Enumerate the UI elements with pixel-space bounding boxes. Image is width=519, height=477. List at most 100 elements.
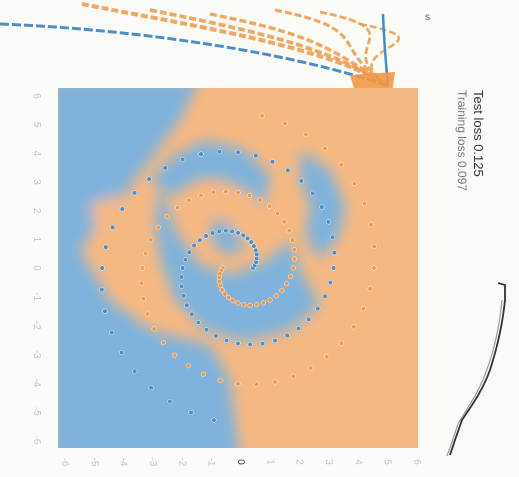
data-point-orange bbox=[172, 352, 178, 358]
data-point-blue bbox=[195, 319, 201, 326]
region-negative-4 bbox=[155, 180, 320, 342]
data-point-orange bbox=[217, 377, 223, 383]
data-point-blue bbox=[132, 368, 138, 374]
x-tick-label: -6 bbox=[59, 458, 70, 467]
network-link-positive bbox=[274, 8, 389, 88]
data-point-blue bbox=[284, 332, 290, 339]
x-tick-label: 0 bbox=[235, 459, 246, 465]
data-point-orange bbox=[284, 281, 290, 287]
data-point-orange bbox=[290, 265, 296, 271]
y-tick-label: -2 bbox=[31, 321, 42, 330]
y-tick-label: -1 bbox=[31, 292, 42, 301]
data-point-blue bbox=[203, 233, 209, 239]
data-point-blue bbox=[240, 232, 246, 238]
data-point-blue bbox=[327, 280, 333, 286]
data-point-blue bbox=[235, 230, 241, 236]
data-point-orange bbox=[148, 237, 154, 243]
data-point-orange bbox=[223, 188, 229, 195]
data-point-orange bbox=[282, 120, 288, 127]
region-negative-6 bbox=[210, 215, 245, 255]
data-point-orange bbox=[257, 197, 263, 203]
data-point-orange bbox=[338, 340, 344, 346]
data-point-blue bbox=[298, 178, 304, 184]
data-point-orange bbox=[235, 190, 241, 196]
data-point-orange bbox=[279, 287, 285, 293]
network-link-negative bbox=[0, 22, 389, 88]
data-point-blue bbox=[211, 417, 217, 423]
x-tick-label: 4 bbox=[352, 459, 363, 465]
data-point-blue bbox=[99, 265, 105, 271]
data-point-orange bbox=[253, 381, 259, 387]
data-point-orange bbox=[140, 296, 146, 302]
data-point-orange bbox=[281, 219, 287, 225]
region-positive-island-1 bbox=[205, 190, 255, 230]
data-point-blue bbox=[188, 409, 194, 416]
data-point-blue bbox=[223, 337, 230, 344]
data-point-orange bbox=[155, 224, 161, 230]
data-point-blue bbox=[319, 204, 325, 210]
network-link-positive bbox=[209, 12, 389, 88]
data-point-orange bbox=[139, 265, 145, 271]
x-tick-label: 5 bbox=[382, 459, 393, 465]
data-point-orange bbox=[216, 279, 222, 285]
region-negative-3 bbox=[150, 140, 270, 205]
data-point-orange bbox=[160, 340, 166, 346]
data-point-orange bbox=[230, 298, 236, 304]
data-point-blue bbox=[272, 338, 278, 344]
y-tick-label: 2 bbox=[31, 208, 42, 214]
data-point-blue bbox=[306, 316, 312, 322]
loss-summary: Test loss 0.125 Training loss 0.097 bbox=[454, 90, 486, 191]
data-point-blue bbox=[253, 247, 259, 253]
y-tick-label: 4 bbox=[31, 151, 42, 157]
x-tick-label: -5 bbox=[88, 458, 99, 467]
data-point-orange bbox=[322, 145, 328, 151]
data-point-blue bbox=[148, 385, 154, 391]
data-point-blue bbox=[223, 228, 229, 234]
data-point-orange bbox=[324, 354, 330, 360]
data-point-blue bbox=[180, 156, 186, 163]
data-point-blue bbox=[247, 341, 253, 348]
data-point-blue bbox=[213, 333, 219, 339]
data-point-orange bbox=[368, 222, 374, 228]
data-point-orange bbox=[303, 131, 309, 137]
data-point-blue bbox=[229, 228, 235, 234]
data-point-blue bbox=[119, 350, 125, 356]
data-point-blue bbox=[191, 243, 197, 249]
data-point-orange bbox=[371, 243, 377, 249]
data-point-orange bbox=[219, 287, 225, 293]
data-point-orange bbox=[308, 365, 314, 371]
data-point-orange bbox=[222, 291, 228, 297]
data-point-blue bbox=[203, 327, 210, 333]
data-point-blue bbox=[325, 219, 332, 225]
network-link-positive bbox=[359, 22, 400, 88]
data-point-orange bbox=[371, 265, 377, 271]
data-point-blue bbox=[198, 151, 204, 157]
data-point-orange bbox=[247, 302, 253, 308]
y-tick-label: -5 bbox=[31, 407, 42, 416]
data-point-blue bbox=[285, 167, 291, 173]
data-point-blue bbox=[102, 308, 108, 314]
data-points bbox=[99, 113, 377, 423]
network-node bbox=[350, 72, 395, 92]
loss-graph bbox=[446, 282, 506, 457]
data-point-blue bbox=[331, 265, 337, 271]
data-point-blue bbox=[186, 249, 192, 255]
data-point-blue bbox=[109, 329, 115, 335]
data-point-blue bbox=[210, 230, 216, 236]
data-point-blue bbox=[189, 311, 195, 317]
data-point-orange bbox=[144, 311, 151, 317]
data-point-orange bbox=[164, 214, 170, 220]
test-loss-value: 0.125 bbox=[471, 144, 486, 177]
data-point-blue bbox=[132, 190, 138, 196]
data-point-orange bbox=[360, 306, 366, 312]
x-tick-label: 3 bbox=[323, 459, 334, 465]
data-point-blue bbox=[331, 250, 337, 256]
data-point-orange bbox=[241, 302, 247, 308]
data-point-blue bbox=[180, 265, 186, 271]
x-tick-label: -4 bbox=[118, 458, 129, 467]
data-point-orange bbox=[338, 162, 344, 168]
data-point-blue bbox=[110, 224, 116, 230]
data-point-blue bbox=[315, 306, 321, 312]
data-point-orange bbox=[246, 192, 253, 199]
